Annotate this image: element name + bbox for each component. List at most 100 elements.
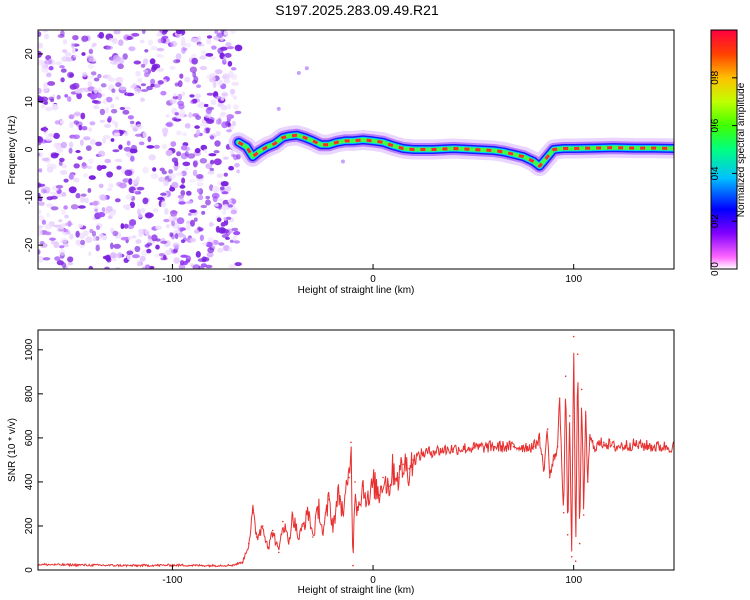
noise-speckle [80, 239, 86, 246]
y-tick-label: 800 [24, 385, 35, 402]
noise-speckle [190, 219, 195, 227]
noise-speckle [233, 231, 241, 236]
noise-speckle [204, 113, 212, 119]
noise-speckle [63, 205, 68, 210]
noise-speckle [85, 236, 93, 243]
noise-speckle [131, 254, 140, 259]
noise-speckle [232, 235, 237, 242]
noise-speckle [67, 96, 72, 102]
noise-speckle [54, 256, 61, 261]
snr-data-point [548, 476, 551, 479]
noise-speckle [146, 212, 154, 218]
noise-speckle [222, 209, 227, 215]
noise-speckle [122, 53, 128, 60]
noise-speckle [100, 165, 107, 170]
noise-speckle [88, 175, 96, 180]
noise-speckle [185, 200, 193, 205]
snr-y-axis-label: SNR (10 * v/v) [7, 418, 18, 482]
noise-speckle [38, 42, 44, 49]
noise-speckle [61, 262, 67, 268]
noise-speckle [186, 190, 192, 196]
noise-speckle [63, 178, 69, 183]
noise-speckle [89, 202, 94, 206]
noise-speckle [155, 244, 160, 250]
figure-title: S197.2025.283.09.49.R21 [275, 2, 439, 18]
noise-speckle [123, 223, 129, 229]
noise-speckle [205, 163, 213, 170]
noise-speckle [96, 92, 102, 99]
snr-data-point [278, 551, 280, 554]
noise-speckle [61, 169, 67, 175]
noise-speckle [93, 236, 97, 242]
noise-speckle [112, 54, 121, 62]
snr-data-point [342, 512, 344, 514]
noise-speckle [46, 163, 55, 169]
noise-speckle [211, 192, 220, 199]
noise-speckle [126, 140, 131, 146]
noise-speckle [124, 106, 131, 110]
y-tick-label: 20 [24, 48, 35, 60]
noise-speckle [116, 252, 123, 259]
noise-speckle [73, 163, 80, 169]
noise-speckle [75, 150, 81, 153]
noise-speckle [134, 190, 141, 195]
noise-speckle [104, 158, 111, 164]
noise-speckle [143, 69, 149, 73]
snr-data-point [271, 529, 274, 532]
noise-speckle [197, 194, 204, 201]
noise-speckle [97, 87, 102, 94]
noise-speckle [176, 151, 182, 157]
noise-speckle [195, 93, 202, 99]
noise-speckle [59, 248, 66, 256]
noise-speckle [131, 32, 140, 37]
noise-speckle [212, 81, 217, 88]
noise-speckle [148, 39, 153, 46]
noise-speckle [55, 61, 63, 66]
colorbar-tick-label: 0.0 [710, 262, 721, 276]
colorbar-tick-label: 0.2 [710, 214, 721, 228]
snr-data-point [356, 507, 358, 510]
noise-speckle [87, 81, 93, 87]
colorbar-ticks: 0.0 0.2 0.4 0.6 0.8 [710, 70, 737, 276]
noise-speckle [56, 227, 65, 233]
noise-speckle [60, 68, 67, 73]
noise-speckle [112, 230, 119, 237]
noise-speckle [93, 87, 98, 94]
signal-spot [340, 159, 345, 164]
noise-speckle [178, 263, 186, 269]
snr-data-point [322, 534, 324, 536]
noise-speckle [138, 232, 144, 237]
noise-speckle [214, 95, 221, 100]
noise-speckle [113, 243, 121, 249]
noise-speckle [217, 247, 224, 253]
noise-speckle [41, 188, 46, 194]
noise-speckle [160, 90, 167, 96]
noise-speckle [205, 195, 210, 200]
noise-speckle [135, 239, 142, 244]
noise-speckle [213, 150, 220, 154]
noise-speckle [102, 99, 108, 105]
noise-speckle [49, 237, 56, 241]
noise-speckle [230, 150, 235, 155]
noise-speckle [119, 182, 127, 189]
noise-speckle [192, 98, 198, 104]
noise-speckle [133, 60, 142, 65]
noise-speckle [111, 119, 116, 125]
noise-speckle [62, 39, 68, 45]
noise-speckle [44, 59, 52, 65]
noise-speckle [229, 88, 236, 95]
noise-speckle [40, 243, 48, 248]
noise-speckle [162, 79, 167, 84]
noise-speckle [160, 201, 167, 208]
snr-series-line [38, 352, 674, 568]
noise-speckle [85, 145, 92, 152]
noise-speckle [188, 179, 196, 183]
noise-speckle [142, 58, 149, 66]
snr-frame [37, 329, 675, 571]
noise-speckle [218, 242, 225, 246]
noise-speckle [162, 127, 169, 135]
noise-speckle [137, 208, 141, 216]
noise-speckle [213, 35, 220, 41]
colorbar-tick-label: 0.6 [710, 118, 721, 132]
